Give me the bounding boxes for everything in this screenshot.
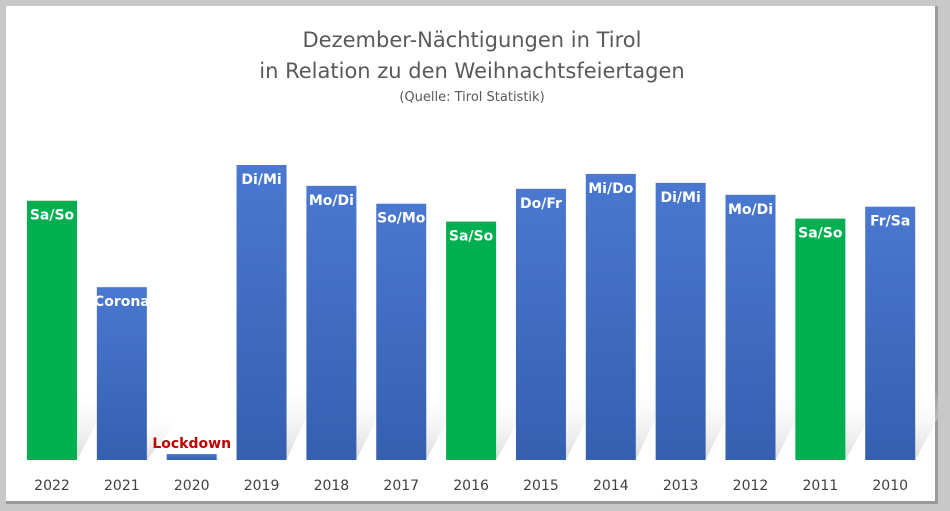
bar — [306, 185, 357, 460]
bar-label: Mo/Di — [728, 202, 773, 218]
x-tick-label: 2013 — [663, 478, 699, 494]
x-tick-label: 2012 — [733, 478, 769, 494]
chart-frame: Dezember-Nächtigungen in Tirol in Relati… — [6, 6, 938, 504]
bar — [27, 200, 77, 461]
x-tick-label: 2018 — [314, 478, 350, 494]
bar-label: Di/Mi — [661, 190, 701, 206]
x-tick-label: 2019 — [244, 478, 280, 494]
bar — [446, 221, 497, 460]
chart-title-line-2: in Relation zu den Weihnachtsfeiertagen — [259, 59, 685, 83]
bar — [585, 173, 636, 461]
x-tick-label: 2016 — [453, 478, 489, 494]
bar-label: So/Mo — [377, 211, 426, 227]
bar-label: Corona — [94, 294, 150, 310]
chart-subtitle: (Quelle: Tirol Statistik) — [399, 90, 545, 105]
bar — [795, 218, 846, 460]
bar — [376, 203, 427, 460]
x-tick-label: 2021 — [104, 478, 140, 494]
bar-label: Lockdown — [152, 436, 231, 452]
bar — [515, 188, 566, 460]
bar-chart: Sa/So 2022 Corona 2021 Lockdown 2020 Di/Mi 2019… — [27, 164, 938, 494]
bar-label: Mo/Di — [309, 193, 354, 209]
bar — [166, 454, 217, 460]
x-tick-label: 2020 — [174, 478, 210, 494]
bar — [655, 182, 706, 461]
bar — [96, 287, 147, 460]
x-tick-label: 2014 — [593, 478, 629, 494]
bar — [725, 194, 776, 460]
bar-label: Sa/So — [798, 226, 843, 242]
bar — [236, 164, 287, 461]
bar-label: Sa/So — [30, 208, 75, 224]
chart-title: Dezember-Nächtigungen in Tirol — [302, 28, 642, 52]
x-tick-label: 2022 — [34, 478, 70, 494]
bar-label: Mi/Do — [588, 181, 633, 197]
x-tick-label: 2010 — [872, 478, 908, 494]
bar — [865, 206, 916, 460]
x-tick-label: 2017 — [383, 478, 419, 494]
bar-label: Di/Mi — [241, 172, 281, 188]
bar-label: Fr/Sa — [870, 214, 910, 230]
bar-label: Do/Fr — [520, 196, 562, 212]
x-tick-label: 2011 — [803, 478, 839, 494]
x-tick-label: 2015 — [523, 478, 559, 494]
bar-label: Sa/So — [449, 229, 494, 245]
